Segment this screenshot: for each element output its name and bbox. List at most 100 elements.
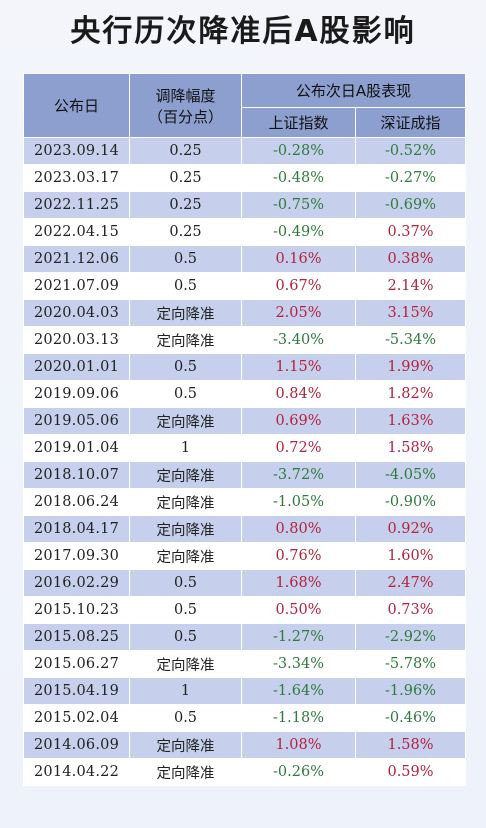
row-shanghai-change: -0.48% <box>241 164 356 192</box>
table-row: 2019.09.06 0.5 0.84% 1.82% <box>23 380 467 408</box>
table-row: 2015.08.25 0.5 -1.27% -2.92% <box>23 623 467 651</box>
row-shanghai-change: -1.05% <box>241 488 356 516</box>
row-cut-amount: 定向降准 <box>129 326 242 354</box>
table-row: 2015.06.27 定向降准 -3.34% -5.78% <box>23 650 467 678</box>
row-shenzhen-change: -5.34% <box>354 326 467 354</box>
row-date: 2015.04.19 <box>23 677 130 705</box>
row-shenzhen-change: -0.69% <box>354 191 467 219</box>
row-date: 2019.09.06 <box>23 380 130 408</box>
table-row: 2021.07.09 0.5 0.67% 2.14% <box>23 272 467 300</box>
row-shanghai-change: 0.80% <box>241 515 356 543</box>
row-shanghai-change: 0.67% <box>241 272 356 300</box>
row-date: 2018.04.17 <box>23 515 130 543</box>
row-shenzhen-change: -5.78% <box>354 650 467 678</box>
row-shanghai-change: -0.28% <box>241 137 356 165</box>
row-shenzhen-change: 0.38% <box>354 245 467 273</box>
row-cut-amount: 定向降准 <box>129 515 242 543</box>
row-shanghai-change: 2.05% <box>241 299 356 327</box>
row-date: 2015.02.04 <box>23 704 130 732</box>
row-shanghai-change: 0.84% <box>241 380 356 408</box>
row-shenzhen-change: 1.82% <box>354 380 467 408</box>
row-shanghai-change: -0.75% <box>241 191 356 219</box>
row-cut-amount: 0.5 <box>129 596 242 624</box>
table-row: 2020.03.13 定向降准 -3.40% -5.34% <box>23 326 467 354</box>
row-cut-amount: 定向降准 <box>129 731 242 759</box>
row-date: 2019.01.04 <box>23 434 130 462</box>
table-row: 2021.12.06 0.5 0.16% 0.38% <box>23 245 467 273</box>
header-date: 公布日 <box>23 73 130 138</box>
row-cut-amount: 0.25 <box>129 164 242 192</box>
row-shenzhen-change: 0.59% <box>354 758 467 786</box>
row-shanghai-change: -1.18% <box>241 704 356 732</box>
row-shanghai-change: 1.08% <box>241 731 356 759</box>
row-date: 2018.06.24 <box>23 488 130 516</box>
row-date: 2023.03.17 <box>23 164 130 192</box>
row-cut-amount: 定向降准 <box>129 650 242 678</box>
header-cut-line1: 调降幅度 <box>155 86 216 105</box>
row-shenzhen-change: -1.96% <box>354 677 467 705</box>
row-date: 2015.10.23 <box>23 596 130 624</box>
header-cut-line2: （百分点） <box>147 107 223 126</box>
table-row: 2022.04.15 0.25 -0.49% 0.37% <box>23 218 467 246</box>
row-date: 2023.09.14 <box>23 137 130 165</box>
row-cut-amount: 0.5 <box>129 704 242 732</box>
row-shanghai-change: 0.72% <box>241 434 356 462</box>
row-shenzhen-change: -4.05% <box>354 461 467 489</box>
table-row: 2014.04.22 定向降准 -0.26% 0.59% <box>23 758 467 786</box>
row-shanghai-change: 0.16% <box>241 245 356 273</box>
row-cut-amount: 0.25 <box>129 137 242 165</box>
row-shenzhen-change: 0.37% <box>354 218 467 246</box>
table-row: 2014.06.09 定向降准 1.08% 1.58% <box>23 731 467 759</box>
table-row: 2016.02.29 0.5 1.68% 2.47% <box>23 569 467 597</box>
row-cut-amount: 定向降准 <box>129 758 242 786</box>
row-cut-amount: 定向降准 <box>129 542 242 570</box>
table-row: 2020.01.01 0.5 1.15% 1.99% <box>23 353 467 381</box>
table-row: 2019.05.06 定向降准 0.69% 1.63% <box>23 407 467 435</box>
row-shanghai-change: 0.76% <box>241 542 356 570</box>
row-date: 2021.12.06 <box>23 245 130 273</box>
row-date: 2020.04.03 <box>23 299 130 327</box>
row-shenzhen-change: -2.92% <box>354 623 467 651</box>
row-cut-amount: 0.5 <box>129 353 242 381</box>
row-cut-amount: 0.25 <box>129 191 242 219</box>
row-shenzhen-change: -0.90% <box>354 488 467 516</box>
row-cut-amount: 0.5 <box>129 569 242 597</box>
row-shanghai-change: 1.68% <box>241 569 356 597</box>
row-shanghai-change: -3.72% <box>241 461 356 489</box>
table-row: 2023.03.17 0.25 -0.48% -0.27% <box>23 164 467 192</box>
row-shanghai-change: -1.27% <box>241 623 356 651</box>
table-row: 2015.04.19 1 -1.64% -1.96% <box>23 677 467 705</box>
row-cut-amount: 0.5 <box>129 623 242 651</box>
row-shanghai-change: -0.49% <box>241 218 356 246</box>
header-shanghai-index: 上证指数 <box>241 107 356 138</box>
row-shenzhen-change: -0.27% <box>354 164 467 192</box>
row-date: 2022.04.15 <box>23 218 130 246</box>
row-date: 2018.10.07 <box>23 461 130 489</box>
row-date: 2020.01.01 <box>23 353 130 381</box>
table-row: 2018.04.17 定向降准 0.80% 0.92% <box>23 515 467 543</box>
row-shanghai-change: -3.34% <box>241 650 356 678</box>
row-cut-amount: 1 <box>129 434 242 462</box>
row-shanghai-change: -0.26% <box>241 758 356 786</box>
row-cut-amount: 定向降准 <box>129 488 242 516</box>
row-shenzhen-change: -0.52% <box>354 137 467 165</box>
row-cut-amount: 0.25 <box>129 218 242 246</box>
row-shenzhen-change: 1.58% <box>354 731 467 759</box>
row-cut-amount: 0.5 <box>129 272 242 300</box>
row-cut-amount: 0.5 <box>129 380 242 408</box>
row-shenzhen-change: 2.47% <box>354 569 467 597</box>
row-cut-amount: 定向降准 <box>129 407 242 435</box>
table-row: 2022.11.25 0.25 -0.75% -0.69% <box>23 191 467 219</box>
header-cut: 调降幅度 （百分点） <box>129 73 242 138</box>
row-shenzhen-change: 1.60% <box>354 542 467 570</box>
row-shanghai-change: -1.64% <box>241 677 356 705</box>
rrr-cut-table: 公布日 调降幅度 （百分点） 公布次日A股表现 上证指数 深证成指 2023.0… <box>23 73 467 786</box>
table-row: 2018.06.24 定向降准 -1.05% -0.90% <box>23 488 467 516</box>
row-shanghai-change: -3.40% <box>241 326 356 354</box>
table-row: 2019.01.04 1 0.72% 1.58% <box>23 434 467 462</box>
table-row: 2020.04.03 定向降准 2.05% 3.15% <box>23 299 467 327</box>
row-cut-amount: 定向降准 <box>129 299 242 327</box>
row-date: 2014.06.09 <box>23 731 130 759</box>
row-shenzhen-change: 1.99% <box>354 353 467 381</box>
row-shenzhen-change: 1.58% <box>354 434 467 462</box>
